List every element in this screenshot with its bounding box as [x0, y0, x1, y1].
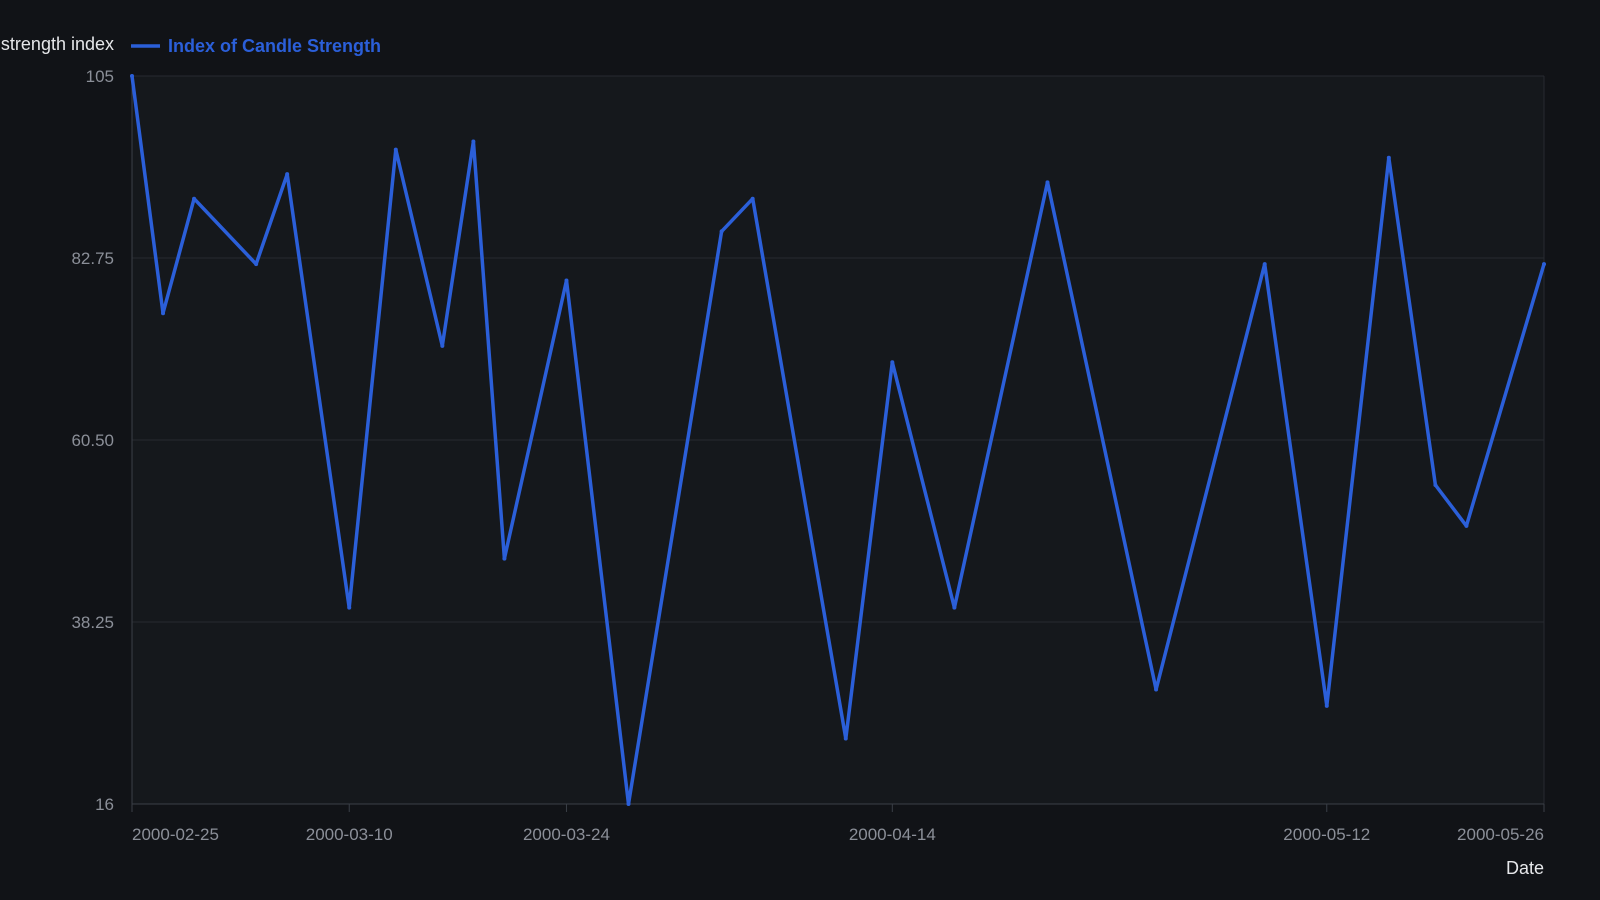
x-tick-label: 2000-03-10: [306, 825, 393, 844]
data-point[interactable]: [1324, 703, 1329, 708]
data-point[interactable]: [440, 343, 445, 348]
data-point[interactable]: [254, 262, 259, 267]
y-tick-label: 105: [86, 67, 114, 86]
data-point[interactable]: [1386, 155, 1391, 160]
x-tick-label: 2000-02-25: [132, 825, 219, 844]
data-point[interactable]: [626, 802, 631, 806]
x-tick-label: 2000-05-12: [1283, 825, 1370, 844]
data-point[interactable]: [1433, 482, 1438, 487]
data-point[interactable]: [161, 311, 166, 316]
data-point[interactable]: [192, 196, 197, 201]
data-point[interactable]: [890, 360, 895, 365]
data-point[interactable]: [1262, 262, 1267, 267]
data-point[interactable]: [719, 229, 724, 234]
data-point[interactable]: [1045, 180, 1050, 185]
legend[interactable]: Index of Candle Strength: [131, 36, 381, 56]
y-tick-label: 82.75: [71, 249, 114, 268]
x-tick-label: 2000-03-24: [523, 825, 610, 844]
y-tick-label: 16: [95, 795, 114, 814]
data-point[interactable]: [393, 147, 398, 152]
data-point[interactable]: [1464, 523, 1469, 528]
x-tick-label: 2000-04-14: [849, 825, 936, 844]
series-layer: [130, 74, 1546, 806]
data-point[interactable]: [1542, 262, 1546, 267]
x-tick-label: 2000-05-26: [1457, 825, 1544, 844]
data-point[interactable]: [502, 556, 507, 561]
y-tick-label: 60.50: [71, 431, 114, 450]
data-point[interactable]: [130, 74, 134, 78]
data-point[interactable]: [347, 605, 352, 610]
data-point[interactable]: [952, 605, 957, 610]
data-point[interactable]: [1154, 687, 1159, 692]
data-point[interactable]: [564, 278, 569, 283]
data-point[interactable]: [843, 736, 848, 741]
legend-label-series-0[interactable]: Index of Candle Strength: [168, 36, 381, 56]
y-axis-title: strength index: [1, 34, 114, 54]
x-axis-title: Date: [1506, 858, 1544, 878]
axes: 105 82.75 60.50 38.25 16 2000-02-25 2000-03-10…: [71, 67, 1545, 844]
data-point[interactable]: [471, 139, 476, 144]
data-point[interactable]: [285, 172, 290, 177]
y-tick-label: 38.25: [71, 613, 114, 632]
data-point[interactable]: [750, 196, 755, 201]
